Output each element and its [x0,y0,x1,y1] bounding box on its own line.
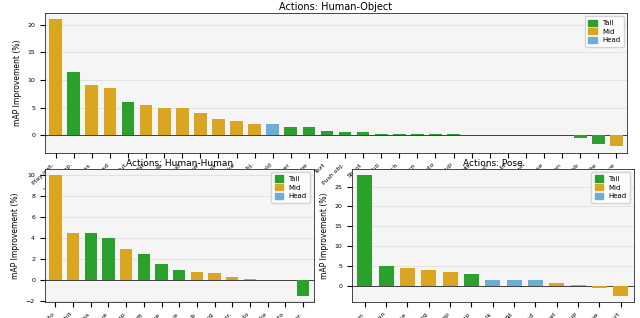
Bar [610,135,623,146]
Bar [485,280,500,286]
Bar [248,124,261,135]
Y-axis label: mAP Improvement (%): mAP Improvement (%) [12,192,20,279]
Legend: Tail, Mid, Head: Tail, Mid, Head [271,172,310,203]
Bar [574,135,586,138]
Bar [86,86,98,135]
Bar [49,175,61,280]
Bar [194,113,207,135]
Bar [120,249,132,280]
Bar [122,102,134,135]
Bar [173,270,186,280]
Bar [303,127,315,135]
Bar [528,280,543,286]
Bar [357,133,369,135]
Bar [212,119,225,135]
Bar [284,127,297,135]
Bar [297,280,309,296]
Bar [549,283,564,286]
Bar [226,277,239,280]
Bar [400,268,415,286]
Y-axis label: mAP Improvement (%): mAP Improvement (%) [320,192,329,279]
Bar [266,124,279,135]
Bar [176,107,189,135]
Bar [339,133,351,135]
Bar [571,285,586,286]
Bar [464,274,479,286]
Bar [375,134,388,135]
Bar [443,272,458,286]
Bar [421,270,436,286]
Bar [357,175,372,286]
Bar [84,233,97,280]
Bar [140,105,152,135]
Bar [158,107,170,135]
Bar [507,280,522,286]
Bar [393,134,406,135]
Bar [411,134,424,135]
Legend: Tail, Mid, Head: Tail, Mid, Head [591,172,630,203]
Bar [191,272,203,280]
Bar [209,273,221,280]
Bar [244,279,256,280]
Bar [613,286,628,296]
Bar [592,135,605,143]
Bar [67,233,79,280]
Bar [379,266,394,286]
Y-axis label: mAP Improvement (%): mAP Improvement (%) [13,39,22,126]
Bar [67,72,80,135]
Bar [230,121,243,135]
Title: Actions: Pose: Actions: Pose [463,159,523,168]
Bar [592,286,607,288]
Bar [104,88,116,135]
Title: Actions: Human-Human: Actions: Human-Human [125,159,233,168]
Bar [49,19,62,135]
Legend: Tail, Mid, Head: Tail, Mid, Head [585,16,624,47]
Bar [102,238,115,280]
Title: Actions: Human-Object: Actions: Human-Object [280,2,392,12]
Bar [321,131,333,135]
Bar [156,264,168,280]
Bar [138,254,150,280]
